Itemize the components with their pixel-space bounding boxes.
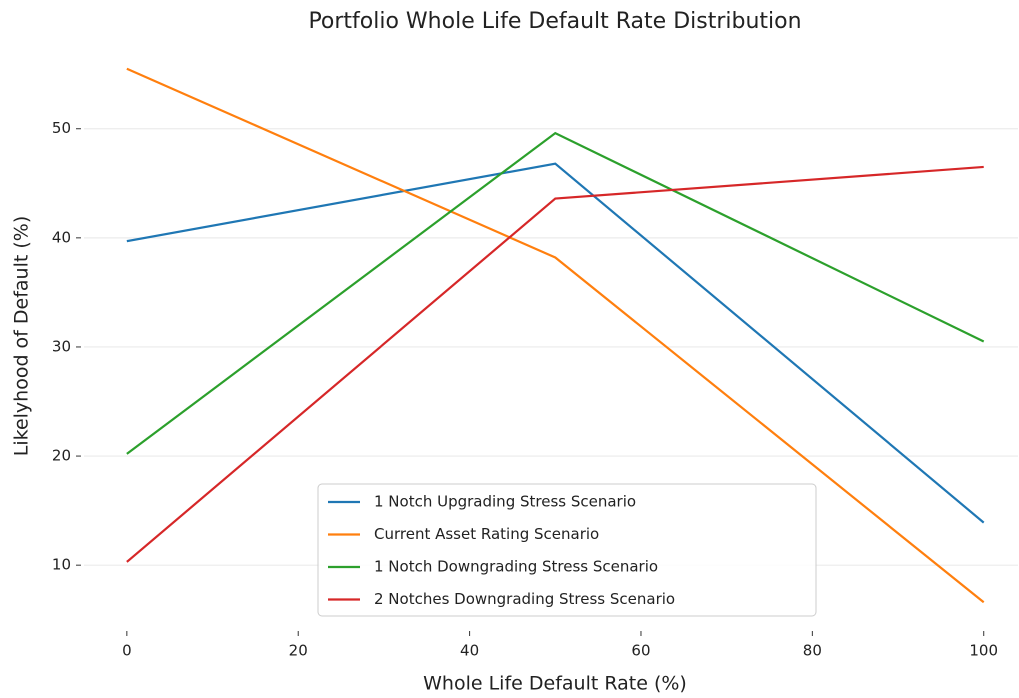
x-tick-label: 20 xyxy=(289,642,308,660)
y-tick-label: 50 xyxy=(52,119,71,137)
legend-label: 1 Notch Upgrading Stress Scenario xyxy=(374,493,636,511)
x-tick-label: 0 xyxy=(122,642,132,660)
x-axis-label: Whole Life Default Rate (%) xyxy=(423,673,687,695)
y-tick-label: 30 xyxy=(52,337,71,355)
y-tick-label: 10 xyxy=(52,556,71,574)
series-line xyxy=(126,131,985,455)
x-tick-label: 60 xyxy=(631,642,650,660)
legend-label: Current Asset Rating Scenario xyxy=(374,525,599,543)
series-line xyxy=(126,162,985,524)
y-tick-label: 20 xyxy=(52,447,71,465)
x-tick-label: 80 xyxy=(803,642,822,660)
y-axis-label: Likelyhood of Default (%) xyxy=(11,216,33,457)
legend-box xyxy=(317,483,817,617)
x-tick-label: 100 xyxy=(969,642,998,660)
series-line xyxy=(126,67,985,604)
x-tick-label: 40 xyxy=(460,642,479,660)
series-line xyxy=(126,165,984,563)
legend-label: 1 Notch Downgrading Stress Scenario xyxy=(374,558,658,576)
legend-label: 2 Notches Downgrading Stress Scenario xyxy=(374,590,675,608)
chart-title: Portfolio Whole Life Default Rate Distri… xyxy=(308,9,801,34)
y-tick-label: 40 xyxy=(52,228,71,246)
